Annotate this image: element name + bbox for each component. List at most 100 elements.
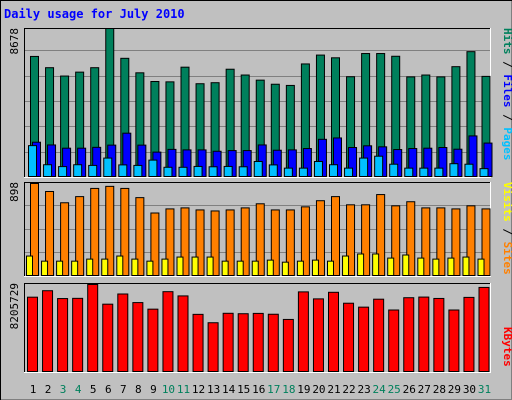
bar-visits [376, 194, 386, 276]
x-tick-label: 15 [237, 383, 250, 396]
bar-pages [193, 165, 203, 178]
x-tick-label: 17 [267, 383, 280, 396]
legend-kbytes: KBytes [501, 327, 512, 367]
bar-visits [270, 209, 280, 276]
bar-pages [148, 159, 158, 177]
legend-visits: Visits [501, 182, 512, 222]
bar-kbytes [252, 312, 264, 373]
bar-visits [60, 202, 70, 276]
bar-visits [361, 204, 371, 276]
bar-pages [313, 160, 323, 177]
bar-kbytes [282, 318, 294, 373]
x-tick-label: 11 [177, 383, 190, 396]
x-tick-label: 27 [418, 383, 431, 396]
bar-pages [283, 167, 293, 177]
bar-pages [133, 164, 143, 177]
bar-pages [73, 164, 83, 178]
kbytes-ymax-label: 8205729 [8, 283, 21, 329]
svg-text:Visits / Sites: Visits / Sites [501, 182, 512, 275]
x-tick-label: 26 [403, 383, 416, 396]
bar-pages [464, 163, 474, 177]
bar-visits [300, 206, 310, 277]
x-tick-label: 22 [342, 383, 355, 396]
bar-visits [195, 209, 205, 276]
x-tick-label: 23 [357, 383, 370, 396]
bar-visits [90, 187, 100, 276]
bar-pages [253, 160, 263, 177]
bar-kbytes [328, 291, 339, 372]
bar-sites [462, 256, 470, 276]
bar-sites [417, 257, 425, 277]
bar-kbytes [57, 298, 69, 373]
bar-sites [327, 260, 334, 276]
legend-panel-2: Visits / Sites [501, 182, 512, 275]
x-tick-label: 20 [312, 383, 325, 396]
bar-pages [449, 163, 459, 177]
bar-visits [225, 209, 235, 276]
bar-visits [135, 197, 145, 277]
bar-kbytes [343, 302, 355, 373]
legend-sep-3: / [501, 228, 512, 235]
bar-pages [419, 167, 429, 177]
bar-sites [221, 260, 229, 276]
bar-pages [404, 167, 414, 177]
bar-visits [285, 209, 295, 276]
bar-sites [447, 257, 455, 277]
bar-kbytes [418, 296, 430, 372]
bar-kbytes [162, 291, 174, 372]
bar-pages [389, 163, 399, 177]
bar-visits [105, 185, 115, 276]
bar-visits [346, 204, 356, 276]
bar-sites [176, 256, 184, 276]
bar-visits [150, 212, 160, 276]
bar-kbytes [373, 298, 385, 373]
bar-sites [236, 260, 244, 276]
x-tick-label: 6 [105, 383, 112, 396]
bar-kbytes [403, 297, 415, 372]
bar-kbytes [177, 295, 189, 372]
bar-sites [206, 256, 214, 276]
bar-kbytes [72, 297, 84, 372]
x-tick-label: 18 [282, 383, 295, 396]
bar-pages [88, 164, 98, 177]
svg-text:Hits / Files: Hits / Files / Pages [501, 28, 512, 161]
bar-pages [238, 166, 248, 178]
bar-sites [372, 253, 380, 276]
bar-visits [180, 207, 190, 276]
x-tick-label: 3 [60, 383, 67, 396]
bar-visits [466, 205, 476, 276]
x-tick-label: 16 [252, 383, 265, 396]
x-tick-label: 2 [45, 383, 52, 396]
x-tick-label: 28 [433, 383, 446, 396]
bar-pages [298, 167, 308, 177]
bar-sites [387, 257, 395, 277]
legend-hits: Hits [501, 28, 512, 55]
bar-visits [391, 205, 401, 276]
bar-sites [342, 255, 350, 276]
bar-pages [118, 164, 128, 178]
bar-visits [451, 208, 461, 277]
bar-visits [30, 183, 39, 276]
bar-pages [344, 167, 354, 177]
bar-kbytes [448, 309, 460, 372]
bar-kbytes [433, 297, 445, 373]
legend-pages: Pages [501, 127, 512, 160]
bar-sites [86, 258, 94, 277]
bar-pages [223, 165, 233, 178]
bar-kbytes [207, 322, 219, 372]
bar-sites [357, 253, 365, 276]
bar-sites [71, 260, 79, 276]
legend-sep-2: / [501, 114, 512, 121]
bar-pages [359, 157, 369, 177]
x-tick-label: 8 [135, 383, 142, 396]
bar-visits [436, 207, 446, 276]
x-tick-label: 12 [192, 383, 205, 396]
bar-kbytes [358, 306, 370, 372]
bar-visits [165, 208, 175, 277]
bar-pages [434, 167, 444, 177]
bar-kbytes [192, 313, 204, 372]
bar-kbytes [132, 302, 144, 373]
bar-sites [402, 254, 410, 277]
bar-pages [208, 166, 218, 178]
x-tick-label: 21 [327, 383, 340, 396]
